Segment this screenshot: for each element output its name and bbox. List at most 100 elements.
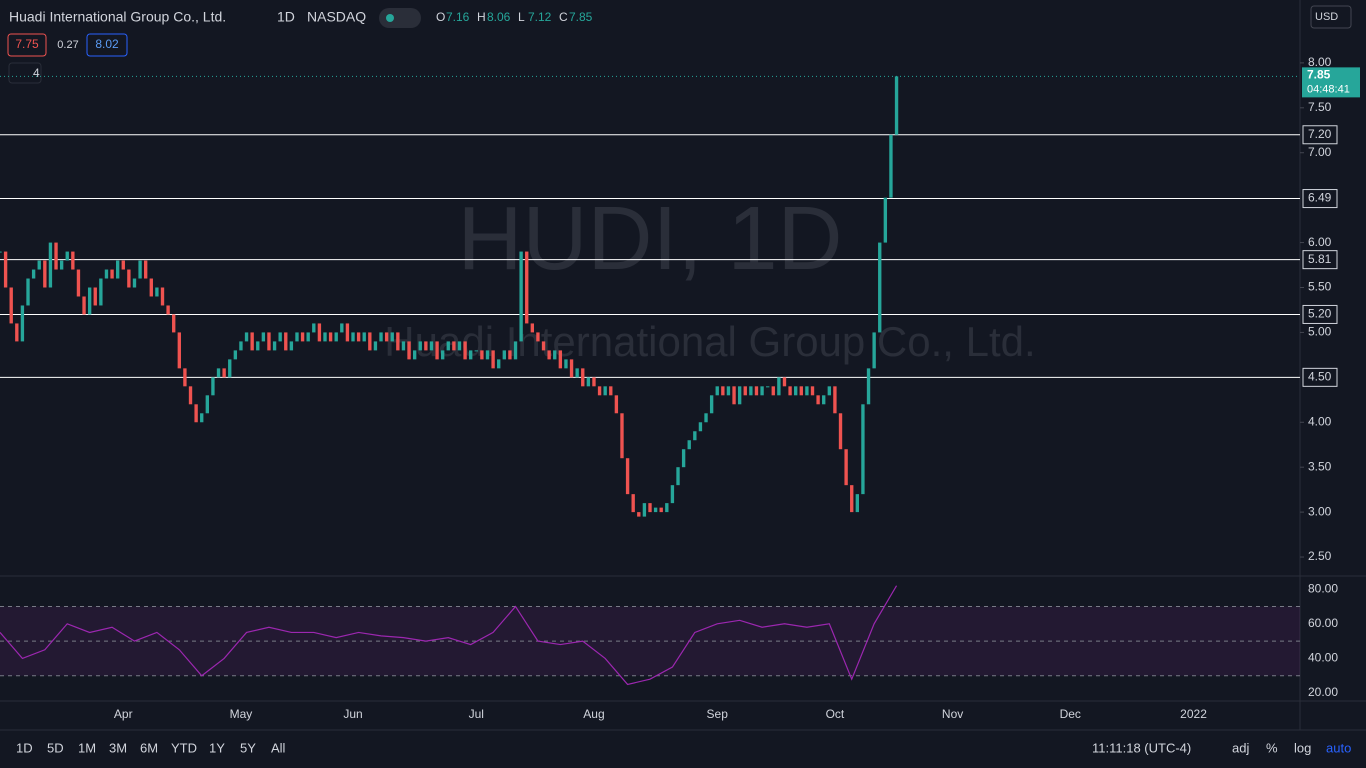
candle-body: [794, 386, 798, 396]
candle-body: [216, 368, 221, 378]
candle-body: [698, 422, 703, 432]
candle-body: [457, 341, 462, 351]
candle-body: [228, 359, 232, 378]
ohlc-label: C: [559, 10, 568, 24]
candle-body: [401, 341, 406, 351]
candle-body: [833, 386, 837, 414]
candle-body: [351, 332, 355, 342]
symbol-title: Huadi International Group Co., Ltd.: [9, 9, 226, 25]
candle-body: [99, 278, 103, 306]
candle-body: [155, 287, 159, 297]
candle-body: [497, 359, 501, 369]
candle-body: [485, 350, 490, 360]
candle-body: [317, 323, 322, 342]
candle-body: [250, 332, 254, 351]
range-button[interactable]: 5Y: [240, 740, 256, 755]
x-tick-label: Jul: [469, 707, 484, 721]
range-button[interactable]: 1Y: [209, 740, 225, 755]
indicator-toggle[interactable]: [8, 62, 42, 84]
exchange: NASDAQ: [307, 9, 366, 25]
chart-option[interactable]: auto: [1326, 740, 1351, 755]
candle-body: [838, 413, 843, 450]
y-tick-label: 8.00: [1308, 55, 1332, 69]
candle-body: [575, 368, 579, 378]
chart-option[interactable]: %: [1266, 740, 1278, 755]
chart-option[interactable]: log: [1294, 740, 1311, 755]
candle-body: [749, 386, 753, 396]
candle-body: [693, 431, 697, 441]
candle-body: [681, 449, 686, 468]
level-label: 5.20: [1308, 307, 1332, 321]
ohlc-value: 7.85: [569, 10, 593, 24]
candle-body: [356, 332, 361, 342]
candle-body: [547, 350, 551, 360]
y-tick-label: 5.50: [1308, 280, 1332, 294]
bid-box[interactable]: [7, 33, 47, 57]
candle-body: [340, 323, 344, 333]
candle-body: [855, 494, 860, 513]
candle-body: [788, 386, 792, 396]
candle-body: [82, 296, 86, 315]
candle-body: [278, 332, 282, 342]
candle-body: [530, 323, 535, 333]
currency-button[interactable]: [1310, 5, 1352, 29]
rsi-line: [0, 585, 898, 686]
candle-body: [799, 386, 803, 396]
candle-body: [418, 341, 422, 351]
y-tick-label: 3.50: [1308, 459, 1332, 473]
candle-body: [183, 368, 187, 387]
candle-body: [127, 269, 131, 288]
candle-body: [480, 350, 484, 360]
ohlc-label: L: [518, 10, 525, 24]
candle-body: [463, 341, 467, 360]
level-tag: [1302, 304, 1338, 324]
y-tick-label: 3.00: [1308, 504, 1332, 518]
candle-body: [816, 395, 820, 405]
candle-body: [328, 332, 333, 342]
x-tick-label: Dec: [1060, 707, 1081, 721]
x-tick-label: Apr: [114, 707, 133, 721]
candle-body: [536, 332, 540, 342]
candle-body: [743, 386, 747, 396]
range-button[interactable]: 6M: [140, 740, 158, 755]
candle-body: [256, 341, 260, 351]
range-button[interactable]: 1D: [16, 740, 33, 755]
candle-body: [872, 332, 876, 369]
candle-body: [149, 278, 153, 297]
ask-box[interactable]: [86, 33, 128, 57]
candle-body: [9, 287, 13, 324]
chart-option[interactable]: adj: [1232, 740, 1249, 755]
candle-body: [687, 440, 691, 450]
range-button[interactable]: 5D: [47, 740, 64, 755]
range-button[interactable]: 1M: [78, 740, 96, 755]
candle-body: [642, 503, 647, 517]
candle-body: [0, 251, 2, 253]
rsi-tick-label: 20.00: [1308, 685, 1338, 699]
candle-body: [603, 386, 607, 396]
candle-body: [508, 350, 512, 360]
y-tick-label: 4.00: [1308, 414, 1332, 428]
range-button[interactable]: 3M: [109, 740, 127, 755]
candle-body: [59, 260, 64, 270]
status-pill[interactable]: [379, 8, 421, 28]
level-tag: [1302, 125, 1338, 145]
x-tick-label: Jun: [343, 707, 362, 721]
candle-body: [474, 350, 478, 352]
candle-body: [188, 386, 193, 405]
candle-body: [850, 485, 854, 513]
candle-body: [446, 341, 450, 351]
candle-body: [312, 323, 316, 333]
candle-body: [810, 386, 815, 396]
level-tag: [1302, 367, 1338, 387]
candle-body: [200, 413, 204, 423]
candle-body: [637, 512, 641, 517]
x-tick-label: 2022: [1180, 707, 1207, 721]
candle-body: [586, 377, 591, 387]
candle-body: [43, 260, 47, 288]
range-button[interactable]: YTD: [171, 740, 197, 755]
range-button[interactable]: All: [271, 740, 286, 755]
candle-body: [670, 485, 675, 504]
candle-body: [732, 386, 736, 405]
currency: USD: [1315, 11, 1338, 23]
